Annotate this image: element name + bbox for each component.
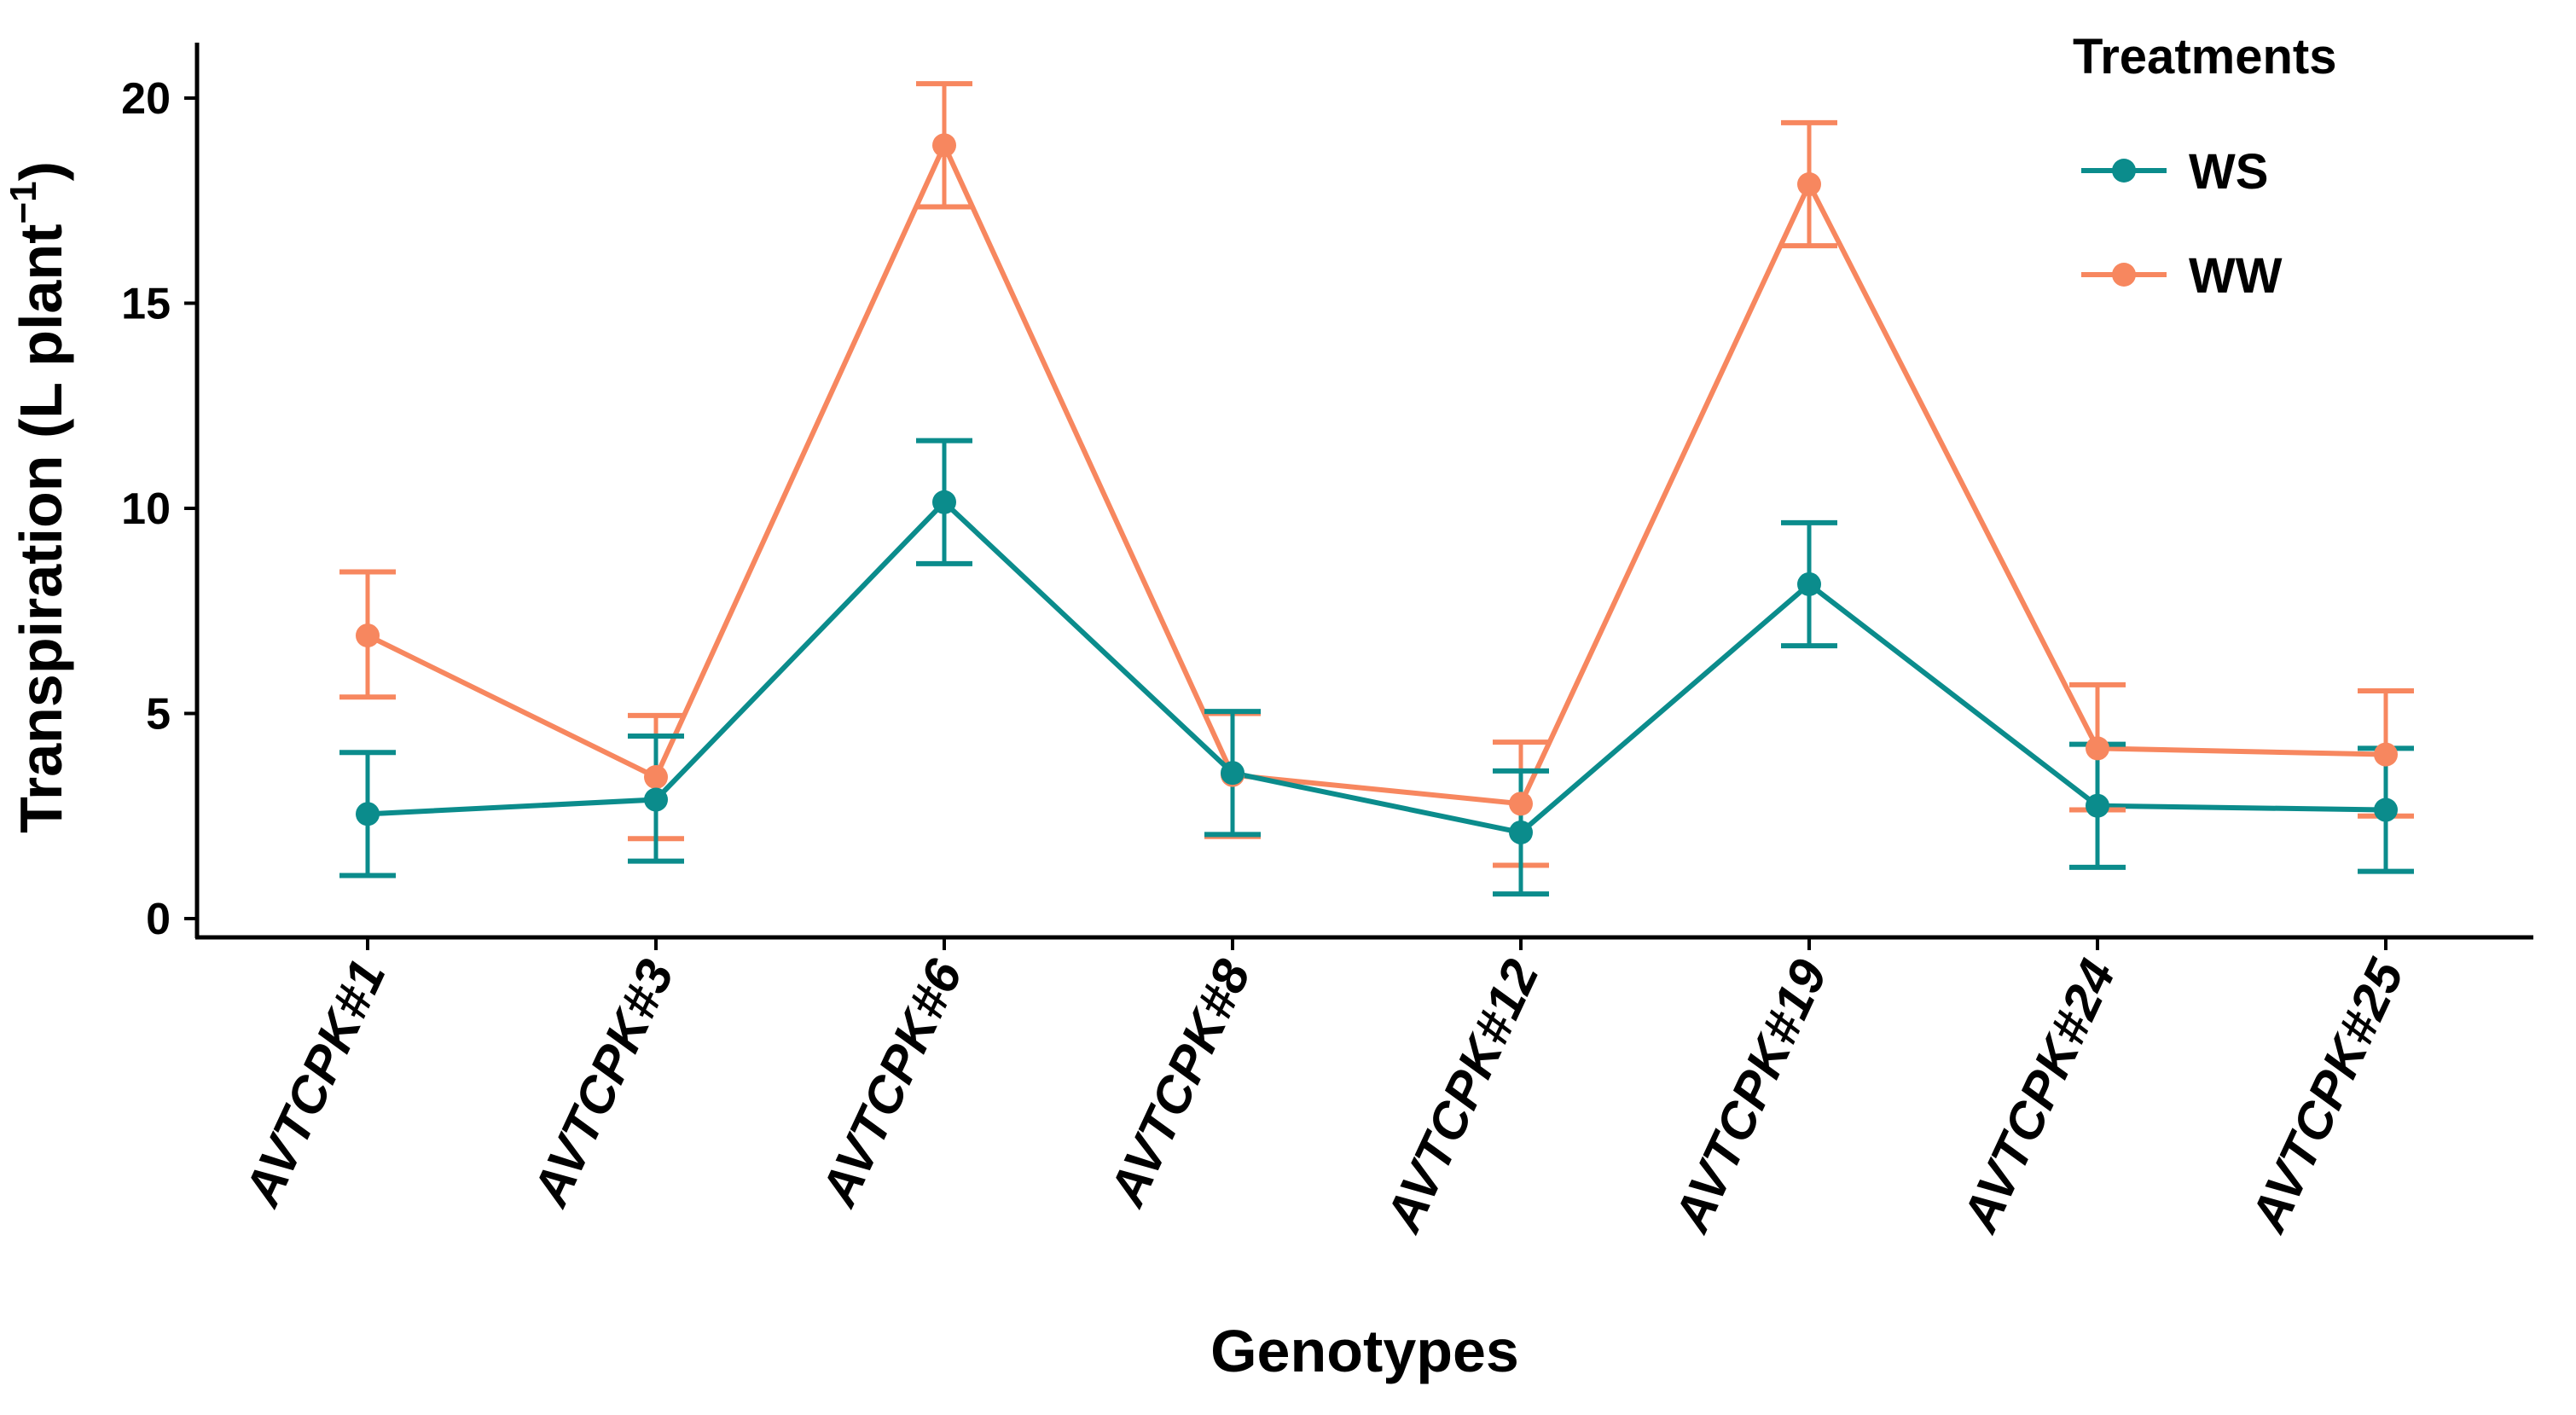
data-point-ws: [2086, 793, 2109, 818]
x-tick-label: AVTCPK#24: [1951, 951, 2126, 1241]
x-tick-label: AVTCPK#12: [1374, 951, 1550, 1241]
series-line-ww: [366, 142, 2387, 807]
legend-ws-marker: [2112, 159, 2136, 183]
x-tick-label: AVTCPK#25: [2239, 950, 2416, 1242]
x-tick-label: AVTCPK#3: [521, 951, 685, 1215]
x-tick-label: AVTCPK#6: [809, 951, 973, 1216]
legend-item-ww: WW: [2081, 248, 2283, 304]
y-axis-title-main: Transpiration (L plant: [8, 224, 74, 833]
x-tick-label: AVTCPK#1: [233, 951, 397, 1215]
legend-title: Treatments: [2073, 29, 2336, 84]
x-tick-label: AVTCPK#19: [1662, 951, 1839, 1242]
legend-ww-marker: [2112, 263, 2136, 287]
data-point-ws: [1797, 571, 1821, 596]
data-point-ws: [1221, 761, 1244, 786]
data-point-ww: [644, 765, 668, 790]
data-point-ww: [2086, 736, 2109, 761]
data-point-ww: [1797, 172, 1821, 197]
x-tick-label: AVTCPK#8: [1098, 951, 1262, 1216]
y-axis-title: Transpiration (L plant−1): [3, 161, 74, 833]
data-point-ww: [2374, 742, 2398, 767]
y-tick-label: 0: [146, 895, 171, 944]
data-point-ws: [644, 787, 668, 812]
x-axis-title: Genotypes: [1210, 1318, 1519, 1384]
y-axis-title-sup: −1: [3, 181, 44, 223]
y-tick-label: 5: [146, 690, 171, 739]
data-point-ww: [356, 623, 380, 648]
data-point-ws: [1509, 820, 1533, 844]
series-line-ws: [367, 499, 2387, 835]
data-point-ww: [1509, 792, 1533, 816]
legend-ws-label: WS: [2189, 144, 2268, 200]
legend: Treatments WS WW: [2073, 29, 2336, 304]
y-tick-label: 20: [121, 74, 171, 124]
data-points: [356, 133, 2398, 844]
data-point-ws: [356, 802, 380, 826]
legend-ww-label: WW: [2189, 248, 2283, 304]
y-ticks: 0 5 10 15 20: [121, 74, 197, 944]
y-tick-label: 15: [121, 280, 171, 329]
y-axis-title-close: ): [8, 161, 74, 181]
y-tick-label: 10: [121, 484, 171, 534]
data-point-ws: [2374, 797, 2398, 822]
legend-item-ws: WS: [2081, 144, 2268, 200]
data-point-ws: [932, 490, 956, 514]
data-point-ww: [932, 133, 956, 158]
series-lines: [366, 142, 2387, 835]
x-ticks: AVTCPK#1 AVTCPK#3 AVTCPK#6 AVTCPK#8 AVTCPK#1…: [233, 937, 2416, 1242]
